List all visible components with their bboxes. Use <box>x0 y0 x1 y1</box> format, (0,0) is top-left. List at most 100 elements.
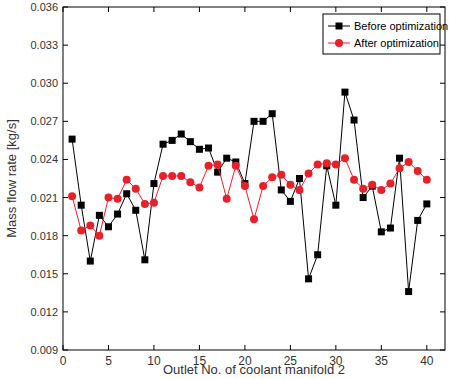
y-tick <box>440 121 445 122</box>
x-tick <box>426 7 427 12</box>
data-point <box>141 256 148 263</box>
data-point <box>423 200 430 207</box>
y-tick <box>63 7 68 8</box>
x-tick <box>153 345 154 350</box>
data-point <box>68 192 76 200</box>
y-tick-label: 0.009 <box>30 344 58 356</box>
y-tick <box>440 350 445 351</box>
x-tick <box>381 345 382 350</box>
data-point <box>250 215 258 223</box>
y-tick <box>440 45 445 46</box>
data-point <box>150 180 157 187</box>
y-tick-label: 0.024 <box>30 153 58 165</box>
x-tick <box>426 345 427 350</box>
data-point <box>105 223 112 230</box>
data-point <box>150 199 158 207</box>
series-line <box>72 92 427 291</box>
data-point <box>223 195 231 203</box>
data-point <box>77 227 85 235</box>
data-point <box>132 185 140 193</box>
x-tick <box>199 345 200 350</box>
data-point <box>69 136 76 143</box>
data-point <box>268 173 276 181</box>
chart: 05101520253035400.0090.0120.0150.0180.02… <box>0 0 473 379</box>
x-tick <box>244 345 245 350</box>
data-point <box>251 118 258 125</box>
data-point <box>359 185 367 193</box>
y-tick <box>63 311 68 312</box>
x-tick <box>63 7 64 12</box>
x-tick <box>381 7 382 12</box>
data-point <box>178 131 185 138</box>
data-point <box>214 161 222 169</box>
y-tick-label: 0.015 <box>30 268 58 280</box>
data-point <box>205 162 213 170</box>
data-point <box>123 176 131 184</box>
data-point <box>314 161 322 169</box>
data-point <box>260 118 267 125</box>
data-point <box>95 232 103 240</box>
y-tick-label: 0.027 <box>30 115 58 127</box>
data-point <box>278 186 285 193</box>
data-point <box>351 117 358 124</box>
data-point <box>259 182 267 190</box>
data-point <box>187 138 194 145</box>
legend-marker <box>335 39 343 47</box>
data-point <box>186 178 194 186</box>
x-tick <box>153 7 154 12</box>
y-tick <box>440 311 445 312</box>
y-tick <box>63 159 68 160</box>
data-point <box>360 194 367 201</box>
y-tick <box>63 45 68 46</box>
data-point <box>286 181 294 189</box>
data-point <box>196 146 203 153</box>
data-point <box>378 228 385 235</box>
y-tick-label: 0.036 <box>30 1 58 13</box>
x-tick <box>290 345 291 350</box>
data-point <box>114 195 122 203</box>
y-tick-label: 0.033 <box>30 39 58 51</box>
y-tick <box>63 197 68 198</box>
data-point <box>396 155 403 162</box>
data-point <box>332 202 339 209</box>
legend-marker <box>336 23 343 30</box>
data-point <box>277 171 285 179</box>
data-point <box>78 202 85 209</box>
data-point <box>341 89 348 96</box>
legend: Before optimizationAfter optimization <box>323 14 448 54</box>
y-tick <box>440 197 445 198</box>
data-point <box>159 172 167 180</box>
y-tick <box>63 121 68 122</box>
data-point <box>405 288 412 295</box>
data-point <box>377 186 385 194</box>
y-tick-label: 0.021 <box>30 192 58 204</box>
data-point <box>423 176 431 184</box>
data-point <box>414 167 422 175</box>
plot-frame <box>63 7 445 350</box>
data-point <box>87 258 94 265</box>
data-point <box>132 207 139 214</box>
y-axis-label: Mass flow rate [kg/s] <box>4 119 19 237</box>
data-point <box>177 172 185 180</box>
data-point <box>414 217 421 224</box>
y-tick <box>63 350 68 351</box>
x-tick <box>335 7 336 12</box>
data-point <box>332 161 340 169</box>
data-point <box>368 181 376 189</box>
x-tick-label: 35 <box>375 354 389 368</box>
data-point <box>396 164 404 172</box>
data-point <box>96 212 103 219</box>
x-axis-label: Outlet No. of coolant manifold 2 <box>163 362 345 377</box>
data-point <box>123 190 130 197</box>
y-tick <box>63 235 68 236</box>
data-point <box>350 176 358 184</box>
data-point <box>160 141 167 148</box>
y-tick-label: 0.030 <box>30 77 58 89</box>
series-line <box>72 158 427 235</box>
data-point <box>205 145 212 152</box>
y-tick <box>440 7 445 8</box>
data-point <box>295 186 303 194</box>
x-tick-label: 5 <box>105 354 112 368</box>
x-tick-label: 40 <box>420 354 434 368</box>
x-tick <box>108 345 109 350</box>
